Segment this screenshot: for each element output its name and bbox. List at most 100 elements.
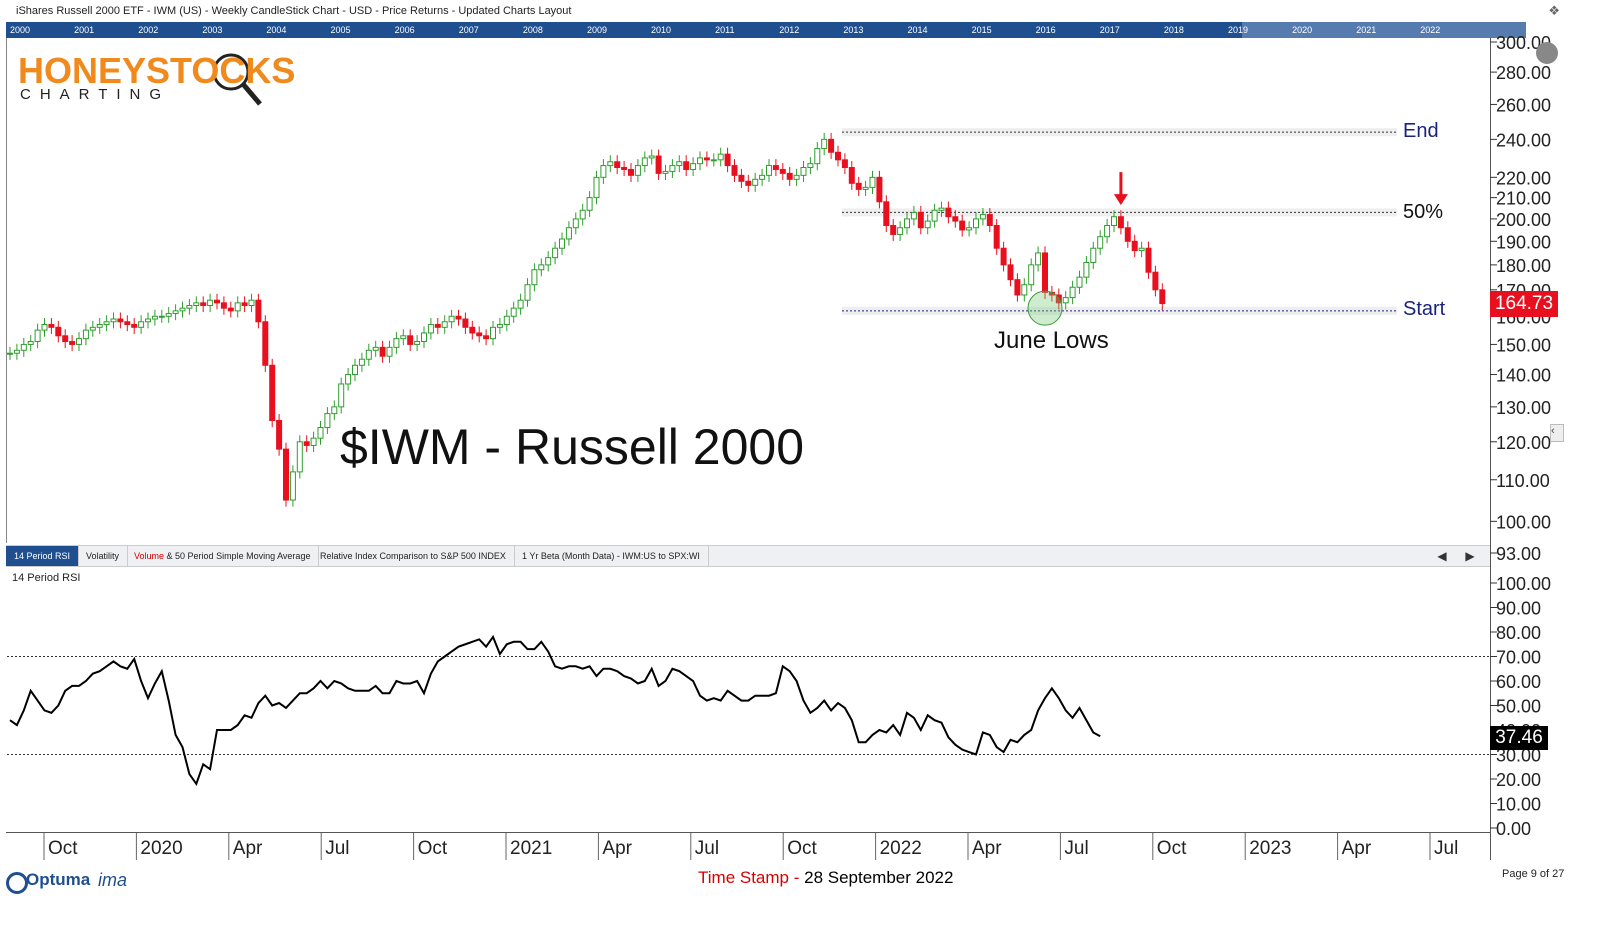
candle-body bbox=[655, 155, 662, 174]
candle-body bbox=[876, 176, 883, 203]
year-strip-label[interactable]: 2013 bbox=[843, 25, 864, 35]
year-strip-label[interactable]: 2009 bbox=[586, 25, 607, 35]
optuma-logo-icon bbox=[6, 872, 28, 894]
candle-body bbox=[441, 321, 448, 328]
indicator-tab[interactable]: 14 Period RSI bbox=[6, 546, 80, 566]
candle-body bbox=[372, 346, 379, 351]
ima-logo: ima bbox=[98, 870, 128, 890]
candle-body bbox=[986, 214, 993, 227]
candle-body bbox=[545, 257, 552, 266]
price-axis-label: 280.00 bbox=[1496, 63, 1551, 83]
candle-body bbox=[621, 167, 628, 170]
candle-body bbox=[538, 264, 545, 271]
candle-body bbox=[697, 157, 703, 165]
candle-body bbox=[862, 186, 869, 190]
year-strip-label[interactable]: 2018 bbox=[1163, 25, 1184, 35]
candle-body bbox=[1090, 247, 1097, 263]
candle-body bbox=[752, 178, 759, 186]
candle-body bbox=[800, 167, 807, 176]
price-axis-label: 120.00 bbox=[1496, 433, 1551, 453]
year-strip-label[interactable]: 2016 bbox=[1035, 25, 1056, 35]
year-strip-label[interactable]: 2019 bbox=[1227, 25, 1248, 35]
indicator-tab[interactable]: Volatility bbox=[78, 546, 129, 566]
date-axis bbox=[6, 832, 1490, 861]
year-strip-label[interactable]: 2011 bbox=[715, 25, 735, 35]
timestamp-value: 28 September 2022 bbox=[804, 868, 954, 887]
rsi-axis-label: 80.00 bbox=[1496, 623, 1541, 643]
year-strip-label[interactable]: 2014 bbox=[907, 25, 928, 35]
candle-body bbox=[634, 165, 641, 176]
candle-body bbox=[524, 284, 531, 301]
tabs-scroll-right-button[interactable]: ▶ bbox=[1465, 549, 1475, 563]
indicator-tab[interactable]: 1 Yr Beta (Month Data) - IWM:US to SPX:W… bbox=[514, 546, 709, 566]
candle-body bbox=[386, 346, 393, 357]
start-level-label: Start bbox=[1403, 298, 1446, 320]
candle-body bbox=[276, 420, 283, 450]
year-strip-label[interactable]: 2010 bbox=[651, 25, 672, 35]
year-strip-label[interactable]: 2015 bbox=[971, 25, 992, 35]
rsi-axis-label: 0.00 bbox=[1496, 819, 1531, 839]
collapse-panel-icon[interactable]: ‹ bbox=[1550, 424, 1564, 442]
candle-body bbox=[1159, 289, 1166, 305]
year-strip-label[interactable]: 2003 bbox=[202, 25, 223, 35]
candle-body bbox=[448, 315, 455, 323]
candle-body bbox=[393, 338, 400, 348]
candle-body bbox=[869, 176, 876, 188]
year-strip-label[interactable]: 2021 bbox=[1356, 25, 1377, 35]
year-strip-label[interactable]: 2007 bbox=[458, 25, 479, 35]
year-strip-label[interactable]: 2005 bbox=[330, 25, 351, 35]
candle-body bbox=[310, 437, 317, 446]
price-axis-label: 130.00 bbox=[1496, 398, 1551, 418]
year-strip-label[interactable]: 2004 bbox=[266, 25, 287, 35]
pin-icon[interactable]: ❖ bbox=[1548, 3, 1560, 18]
year-strip-label[interactable]: 2001 bbox=[74, 25, 95, 35]
candle-body bbox=[1111, 216, 1117, 227]
year-strip-label[interactable]: 2012 bbox=[779, 25, 800, 35]
candle-body bbox=[248, 299, 255, 306]
candle-body bbox=[821, 138, 828, 150]
candle-body bbox=[427, 324, 434, 334]
price-axis-label: 220.00 bbox=[1496, 168, 1551, 188]
candle-body bbox=[786, 172, 793, 180]
page-number: Page 9 of 27 bbox=[1502, 868, 1565, 880]
candle-body bbox=[186, 304, 193, 309]
year-strip-label[interactable]: 2006 bbox=[394, 25, 415, 35]
indicator-tab[interactable]: Relative Index Comparison to S&P 500 IND… bbox=[312, 546, 515, 566]
year-strip-label[interactable]: 2000 bbox=[10, 25, 31, 35]
year-strip-selection[interactable] bbox=[1242, 22, 1526, 38]
date-axis-label: 2022 bbox=[880, 838, 922, 859]
logo-magnifier-icon bbox=[212, 53, 250, 91]
candle-body bbox=[959, 220, 966, 231]
lock-icon[interactable] bbox=[1536, 42, 1558, 64]
year-strip-label[interactable]: 2017 bbox=[1099, 25, 1120, 35]
year-strip-label[interactable]: 2002 bbox=[138, 25, 159, 35]
candle-body bbox=[676, 161, 683, 167]
year-strip-label[interactable]: 2008 bbox=[522, 25, 543, 35]
axis-divider bbox=[1490, 38, 1491, 860]
candle-body bbox=[917, 211, 924, 229]
year-strip-label[interactable]: 2022 bbox=[1420, 25, 1441, 35]
optuma-logo-text: Optuma bbox=[26, 870, 91, 889]
date-axis-label: 2021 bbox=[510, 838, 552, 859]
window-title: iShares Russell 2000 ETF - IWM (US) - We… bbox=[16, 5, 572, 17]
last-price-badge: 164.73 bbox=[1490, 291, 1558, 317]
june-lows-label: June Lows bbox=[994, 327, 1109, 354]
rsi-panel-label: 14 Period RSI bbox=[12, 572, 81, 584]
tab-label: 1 Yr Beta (Month Data) - IWM:US to SPX:W… bbox=[522, 551, 700, 561]
candle-body bbox=[421, 332, 427, 343]
candle-body bbox=[910, 211, 917, 220]
candle-body bbox=[269, 364, 276, 422]
candle-body bbox=[76, 338, 82, 345]
candle-body bbox=[855, 182, 862, 190]
candle-body bbox=[110, 318, 117, 323]
year-strip-label[interactable]: 2020 bbox=[1292, 25, 1313, 35]
candle-body bbox=[731, 165, 738, 176]
indicator-tab[interactable]: Volume & 50 Period Simple Moving Average bbox=[126, 546, 320, 566]
tabs-scroll-left-button[interactable]: ◀ bbox=[1437, 549, 1447, 563]
june-lows-circle bbox=[1027, 290, 1063, 326]
candle-body bbox=[234, 302, 241, 312]
candle-body bbox=[807, 163, 814, 169]
candle-body bbox=[89, 326, 96, 331]
price-axis-label: 200.00 bbox=[1496, 210, 1551, 230]
year-navigator-strip[interactable]: 2000 2001 2002 2003 2004 2005 2006 2007 2008 2009… bbox=[6, 22, 1526, 38]
